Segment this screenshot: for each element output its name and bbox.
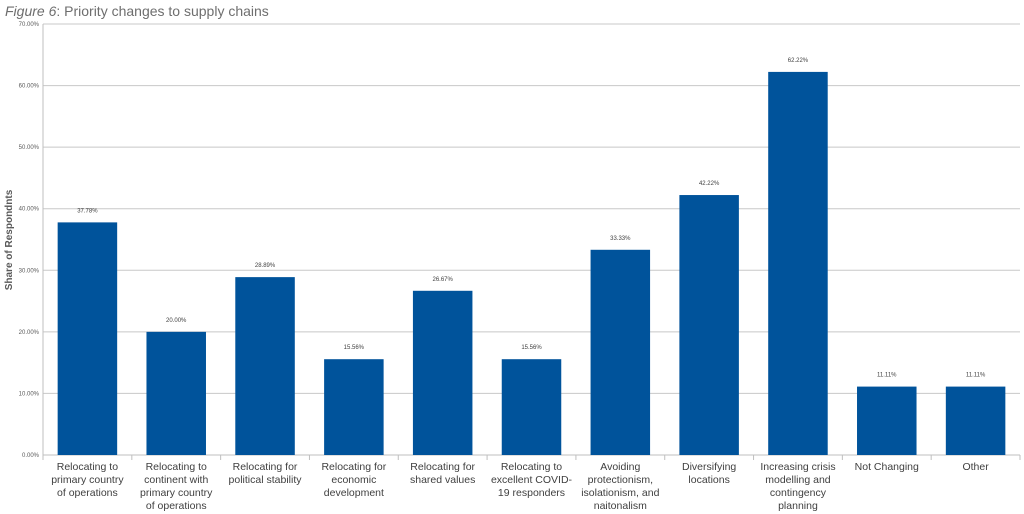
- title-text: Priority changes to supply chains: [64, 3, 269, 19]
- y-tick-label: 20.00%: [19, 330, 40, 336]
- bar: [235, 277, 295, 455]
- data-label: 33.33%: [610, 236, 631, 242]
- x-tick-label: Increasing crisis modelling and continge…: [760, 461, 836, 512]
- data-label: 15.56%: [521, 345, 542, 351]
- bar: [679, 195, 739, 456]
- bar: [590, 249, 651, 455]
- x-tick-label: Relocating for political stability: [228, 461, 302, 486]
- x-tick-label: Relocating to excellent COVID-19 respond…: [490, 461, 573, 499]
- category-separators: [42, 455, 1021, 460]
- data-label: 11.11%: [877, 373, 897, 379]
- x-tick-label: Diversifying locations: [681, 461, 737, 486]
- bar: [945, 386, 1006, 455]
- y-tick-label: 40.00%: [19, 207, 40, 213]
- data-label: 37.78%: [77, 208, 98, 214]
- bar: [857, 386, 917, 455]
- data-labels: 37.78% 20.00% 28.89% 15.56% 26.67% 15.56% 33.3…: [77, 58, 986, 379]
- data-label: 28.89%: [255, 263, 276, 269]
- x-tick-label: Relocating to continent with primary cou…: [140, 461, 213, 512]
- bar: [501, 359, 562, 455]
- data-label: 20.00%: [166, 318, 187, 324]
- chart-title: Figure 6: Priority changes to supply cha…: [5, 3, 269, 19]
- data-label: 15.56%: [344, 345, 365, 351]
- y-tick-label: 60.00%: [19, 84, 40, 90]
- x-tick-label: Relocating for shared values: [409, 461, 476, 486]
- data-label: 26.67%: [433, 277, 454, 283]
- y-tick-label: 50.00%: [19, 145, 40, 151]
- bar: [324, 359, 384, 455]
- title-separator: :: [56, 3, 65, 19]
- y-axis-label: Share of Respondnts: [4, 189, 15, 290]
- y-tick-label: 10.00%: [19, 391, 40, 397]
- bar: [146, 331, 206, 455]
- bar: [768, 71, 828, 455]
- data-label: 62.22%: [788, 58, 809, 64]
- figure-number: Figure 6: [5, 3, 57, 19]
- bar: [57, 222, 118, 455]
- x-tick-label: Avoiding protectionism, isolationism, an…: [581, 461, 660, 512]
- x-tick-label: Not Changing: [854, 461, 919, 473]
- y-tick-label: 0.00%: [22, 453, 40, 459]
- data-label: 11.11%: [966, 373, 986, 379]
- y-axis-ticks: 0.00% 10.00% 20.00% 30.00% 40.00% 50.00% 60.00…: [19, 22, 40, 459]
- bar: [412, 290, 473, 455]
- x-tick-label: Relocating for economic development: [321, 461, 387, 499]
- data-label: 42.22%: [699, 181, 720, 187]
- bars: [57, 71, 1006, 456]
- x-tick-label: Other: [962, 461, 989, 473]
- y-tick-label: 30.00%: [19, 268, 40, 274]
- x-tick-label: Relocating to primary country of operati…: [51, 461, 124, 499]
- y-tick-label: 70.00%: [19, 22, 40, 28]
